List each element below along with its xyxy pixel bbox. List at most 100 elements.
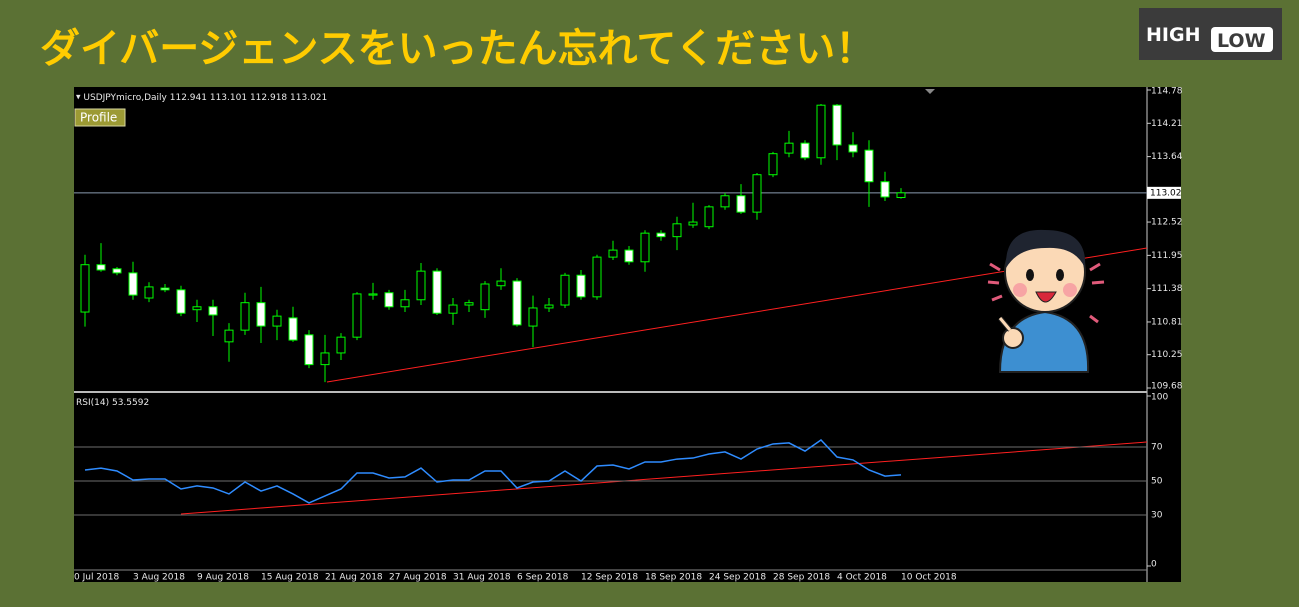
y-tick-label: 110.25 (1151, 350, 1183, 360)
y-tick-label: 30 (1151, 511, 1163, 521)
candle-body (320, 352, 330, 366)
candle-body (368, 293, 378, 296)
y-tick-label: 112.52 (1151, 218, 1183, 228)
x-tick-label: 12 Sep 2018 (581, 573, 638, 583)
candle-body (592, 256, 602, 298)
candle-body (176, 289, 186, 314)
candle-body (688, 221, 698, 226)
candle-body (240, 302, 250, 331)
candle-body (384, 292, 394, 308)
candle-body (576, 274, 586, 298)
candle-body (560, 274, 570, 306)
candle-body (128, 272, 138, 296)
profile-label: Profile (80, 111, 117, 125)
last-price-label: 113.02 (1150, 188, 1182, 198)
candle-body (464, 302, 474, 306)
candle-body (432, 270, 442, 314)
profile-button[interactable] (74, 108, 126, 127)
candle-body (880, 181, 890, 198)
symbol: USDJPYmicro,Daily (83, 93, 167, 103)
x-tick-label: 9 Aug 2018 (197, 573, 249, 583)
candle-body (256, 302, 266, 327)
candle-body (640, 232, 650, 263)
x-tick-label: 28 Sep 2018 (773, 573, 830, 583)
candle-body (96, 264, 106, 271)
x-tick-label: 3 Aug 2018 (133, 573, 185, 583)
y-tick-label: 110.81 (1151, 317, 1183, 327)
y-tick-label: 109.68 (1151, 382, 1183, 392)
candle-body (352, 293, 362, 338)
logo-high: HIGH (1146, 24, 1200, 46)
candle-body (816, 104, 826, 159)
y-tick-label: 70 (1151, 443, 1163, 453)
x-tick-label: 15 Aug 2018 (261, 573, 319, 583)
chart-layer: 109.68 110.25 110.81 111.38 111.95 112.52 113.… (74, 87, 1183, 583)
candle-body (832, 104, 842, 146)
ohlc-value: 112.918 (250, 93, 287, 103)
rsi-line (84, 439, 902, 504)
candle-body (144, 286, 154, 299)
candle-body (160, 287, 170, 291)
x-tick-label: 10 Oct 2018 (901, 573, 957, 583)
illustration (987, 229, 1105, 373)
x-tick-label: 24 Sep 2018 (709, 573, 766, 583)
x-tick-label: 0 Jul 2018 (74, 573, 119, 583)
candle-body (752, 174, 762, 213)
candle-body (848, 144, 858, 153)
candle-body (480, 283, 490, 311)
ohlc-value: 113.021 (290, 93, 327, 103)
ohlc-value: 113.101 (210, 93, 247, 103)
candle-body (624, 249, 634, 263)
candle-body (544, 304, 554, 309)
candle-body (192, 306, 202, 311)
chart-background (74, 87, 1181, 582)
x-tick-label: 18 Sep 2018 (645, 573, 702, 583)
candle-body (448, 304, 458, 314)
candle-body (720, 195, 730, 208)
candle-body (336, 336, 346, 354)
title: ダイバージェンスをいったん忘れてください！ (40, 26, 875, 72)
candle-body (80, 264, 90, 313)
candle-body (224, 329, 234, 343)
candle-body (304, 334, 314, 366)
candle-body (112, 268, 122, 274)
ohlc-value: 112.941 (170, 93, 207, 103)
candle-body (496, 280, 506, 287)
candle-body (288, 317, 298, 341)
trend-line (180, 441, 1148, 515)
candle-body (800, 142, 810, 159)
panel-header: ▾ USDJPYmicro,Daily 112.941 113.101 112.… (76, 93, 327, 103)
candle-body (400, 299, 410, 308)
candle-body (656, 232, 666, 238)
candle-body (272, 315, 282, 327)
x-tick-label: 27 Aug 2018 (389, 573, 447, 583)
candle-body (864, 149, 874, 183)
candle-body (528, 307, 538, 327)
logo-low: LOW (1217, 30, 1266, 52)
candle-body (768, 153, 778, 176)
x-tick-label: 6 Sep 2018 (517, 573, 569, 583)
y-tick-label: 50 (1151, 477, 1163, 487)
y-tick-label: 0 (1151, 560, 1157, 570)
candle-body (208, 306, 218, 316)
candle-body (672, 223, 682, 238)
candle-body (736, 195, 746, 213)
x-tick-label: 21 Aug 2018 (325, 573, 383, 583)
y-tick-label: 111.38 (1151, 284, 1183, 294)
candle-body (784, 142, 794, 154)
last-price-box (1147, 186, 1181, 199)
shift-marker (925, 89, 935, 94)
candle-body (896, 192, 906, 199)
panel-header: RSI(14) 53.5592 (76, 398, 149, 408)
candle-body (512, 280, 522, 326)
y-tick-label: 111.95 (1151, 251, 1183, 261)
candle-body (704, 206, 714, 228)
x-tick-label: 4 Oct 2018 (837, 573, 887, 583)
candle-body (416, 270, 426, 301)
logo-low-box (1211, 27, 1273, 52)
y-tick-label: 114.21 (1151, 119, 1183, 129)
indicator-value: 53.5592 (112, 398, 149, 408)
y-tick-label: 113.64 (1151, 152, 1183, 162)
x-tick-label: 31 Aug 2018 (453, 573, 511, 583)
